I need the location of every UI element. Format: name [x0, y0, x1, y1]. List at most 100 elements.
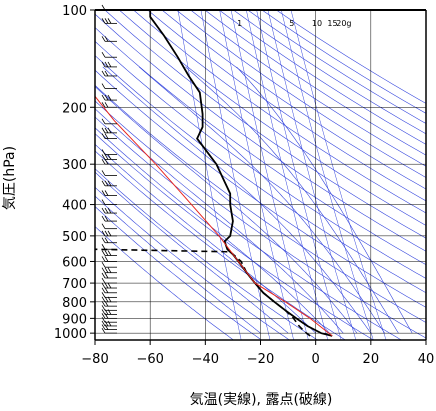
dry-adiabat-line	[95, 13, 426, 252]
x-tick-label: 20	[363, 352, 380, 367]
dry-adiabat-line	[190, 10, 426, 167]
wind-barb	[101, 70, 117, 77]
wind-barb-flag	[101, 36, 106, 42]
mixing-ratio-label: 15	[327, 19, 337, 28]
wind-barb	[101, 237, 117, 244]
wind-barb-flag	[107, 154, 112, 160]
wind-barb-flag	[101, 237, 106, 243]
wind-barb-flag	[101, 256, 106, 262]
y-tick-label: 500	[62, 230, 87, 245]
dry-adiabat-line	[218, 10, 426, 145]
wind-barb-flag	[104, 324, 109, 330]
moist-adiabat-line	[102, 66, 372, 334]
wind-barb-flag	[104, 154, 109, 160]
y-tick-label: 1000	[54, 327, 87, 342]
wind-barb-flag	[101, 52, 106, 58]
wind-barb-flag	[107, 230, 112, 237]
dry-adiabat-line	[95, 150, 346, 340]
mixing-ratio-line	[290, 10, 387, 340]
dry-adiabat-line	[95, 27, 426, 266]
wind-barb	[101, 207, 117, 214]
wind-barb-flag	[101, 102, 106, 108]
dry-adiabat-line	[95, 206, 262, 340]
wind-barb-flag	[101, 313, 106, 319]
y-tick-label: 400	[62, 199, 87, 214]
wind-barb	[101, 282, 117, 289]
wind-barb-flag	[101, 300, 106, 307]
wind-barb-flag	[101, 250, 106, 256]
wind-barb	[101, 292, 117, 298]
wind-barb-flag	[107, 250, 112, 256]
y-tick-label: 600	[62, 255, 87, 270]
wind-barb	[101, 287, 117, 294]
wind-barb	[101, 324, 117, 330]
dry-adiabat-line	[176, 10, 426, 178]
wind-barb-flag	[104, 36, 109, 42]
wind-barb-flag	[101, 133, 106, 139]
moist-adiabat-line	[95, 127, 330, 334]
wind-barb	[101, 190, 117, 196]
wind-barb-flag	[101, 305, 106, 311]
y-tick-label: 100	[62, 4, 87, 19]
wind-barb-flag	[107, 94, 112, 101]
wind-barb	[101, 102, 117, 108]
x-axis-label: 気温(実線), 露点(破線)	[190, 392, 333, 408]
wind-barb-flag	[104, 272, 109, 279]
wind-barb-flag	[101, 223, 106, 229]
wind-barb	[101, 170, 117, 176]
wind-barb-flag	[104, 250, 109, 256]
moist-adiabat-line	[95, 195, 261, 334]
wind-barb	[101, 154, 117, 160]
wind-barb	[101, 223, 117, 230]
wind-barb-flag	[104, 230, 109, 237]
y-tick-label: 200	[62, 101, 87, 116]
dry-adiabat-line	[119, 10, 426, 226]
mixing-ratio-line	[230, 10, 309, 340]
series-lines	[95, 10, 333, 337]
wind-barb-flag	[101, 296, 106, 303]
wind-barb-flag	[104, 267, 109, 273]
isopleth-lines	[95, 10, 426, 340]
wind-barb	[101, 277, 117, 284]
wind-barb-flag	[104, 320, 109, 327]
wind-barb-flag	[101, 320, 106, 327]
dry-adiabat-line	[133, 10, 426, 214]
wind-barb-flag	[101, 180, 106, 187]
wind-barb-flag	[101, 292, 106, 298]
wind-barb-flag	[104, 282, 109, 289]
dry-adiabat-line	[95, 186, 290, 340]
dry-adiabat-line	[261, 10, 426, 114]
wind-barb-flag	[101, 277, 106, 284]
wind-barb-flag	[101, 149, 106, 155]
wind-barb-flag	[101, 190, 106, 196]
wind-barb-flag	[104, 287, 109, 293]
dry-adiabat-line	[95, 116, 402, 340]
wind-barb-flag	[104, 158, 109, 165]
x-tick-label: −40	[192, 352, 219, 367]
dry-adiabat-line	[95, 69, 426, 308]
wind-barb	[101, 199, 117, 205]
wind-barb-flag	[104, 18, 109, 24]
wind-barb-flag	[101, 261, 106, 268]
wind-barb	[101, 83, 117, 89]
wind-barb	[101, 61, 117, 68]
wind-barb-flag	[101, 324, 106, 330]
wind-barb	[101, 250, 117, 256]
dry-adiabat-line	[95, 133, 374, 340]
moist-adiabat-line	[185, 66, 399, 334]
wind-barb-flag	[101, 83, 106, 89]
wind-barb-flag	[101, 317, 106, 323]
wind-barb-flag	[104, 94, 109, 101]
dry-adiabat-line	[95, 100, 426, 339]
wind-barb-flag	[101, 244, 106, 250]
wind-barb	[101, 94, 117, 101]
y-tick-label: 800	[62, 296, 87, 311]
wind-barb	[101, 18, 117, 24]
wind-barb	[101, 305, 117, 311]
wind-barb-flag	[101, 18, 106, 24]
wind-barb-flag	[101, 170, 106, 176]
wind-barb	[101, 52, 117, 58]
wind-barb-flag	[107, 18, 112, 24]
